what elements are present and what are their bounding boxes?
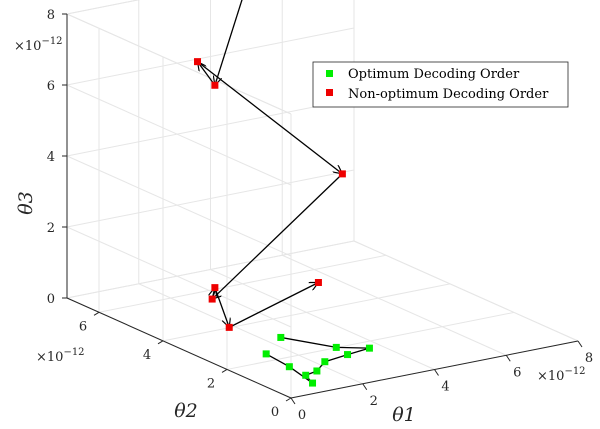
grid-line [98, 254, 387, 313]
series-arrow [198, 62, 216, 86]
series-line [265, 353, 290, 368]
non-optimum-point [338, 170, 346, 178]
optimum-point [321, 358, 329, 366]
optimum-point [302, 371, 310, 379]
grid-line [66, 155, 292, 257]
grid-line [66, 0, 141, 15]
y-tick-label: 0 [271, 405, 279, 420]
z-tick-label: 0 [47, 292, 55, 307]
non-optimum-point [208, 295, 216, 303]
non-optimum-point [314, 278, 322, 286]
series-line [347, 347, 370, 356]
x-axis-label: θ1 [392, 404, 416, 426]
y-tick-label: 2 [207, 376, 215, 391]
grid-line [226, 311, 515, 370]
x-tick-mark [577, 340, 583, 348]
legend-label-non-optimum: Non-optimum Decoding Order [348, 87, 549, 102]
tick-labels: 0 2 4 6 8 0 2 4 6 0 2 4 6 8 [47, 8, 593, 423]
legend-marker-optimum [326, 70, 333, 77]
non-optimum-point [211, 284, 219, 292]
optimum-point [313, 367, 321, 375]
y-tick-mark [93, 311, 100, 316]
grid-line [138, 283, 363, 385]
y-tick-mark [157, 340, 164, 345]
optimum-point [262, 350, 270, 358]
non-optimum-point [225, 323, 233, 331]
legend-box [312, 61, 569, 108]
optimum-point [332, 343, 340, 351]
series-arrow [212, 173, 343, 299]
optimum-point [365, 344, 373, 352]
grid [66, 0, 579, 399]
y-tick-mark [221, 368, 228, 373]
non-optimum-point [194, 58, 202, 66]
series-arrow [197, 61, 343, 174]
legend: Optimum Decoding Order Non-optimum Decod… [312, 61, 569, 108]
series-line [280, 336, 337, 349]
legend-marker-non-optimum [326, 89, 333, 96]
legend-label-optimum: Optimum Decoding Order [348, 67, 520, 82]
grid-line [162, 283, 451, 342]
optimum-point [277, 333, 285, 341]
series-arrow [214, 287, 229, 328]
grid-line [282, 254, 507, 356]
grid-line [66, 27, 355, 86]
x-tick-label: 0 [298, 408, 306, 423]
series-line [288, 366, 313, 384]
optimum-point [309, 379, 317, 387]
non-optimum-point [211, 81, 219, 89]
grid-line [353, 240, 579, 342]
grid-line [66, 240, 355, 299]
x-tick-label: 8 [585, 351, 593, 366]
grid-line [66, 84, 292, 186]
z-tick-label: 6 [47, 79, 55, 94]
grid-line [66, 13, 292, 115]
data-points [194, 58, 373, 387]
grid-line [66, 98, 355, 157]
grid-line [66, 169, 355, 228]
z-axis-multiplier: ×10−12 [14, 36, 63, 54]
y-axis-line [66, 297, 292, 399]
series-arrows [197, 0, 370, 384]
axes [62, 13, 583, 405]
x-tick-label: 4 [441, 380, 449, 395]
x-tick-mark [505, 354, 511, 362]
z-tick-label: 8 [47, 8, 55, 23]
x-tick-mark [290, 397, 296, 405]
x-axis-multiplier: ×10−12 [537, 366, 586, 384]
z-tick-label: 4 [47, 150, 55, 165]
y-axis-label: θ2 [174, 400, 198, 422]
grid-line [210, 269, 435, 370]
z-axis-label: θ3 [15, 191, 37, 215]
optimum-point [344, 351, 352, 359]
y-axis-multiplier: ×10−12 [36, 347, 85, 365]
y-tick-mark [285, 397, 292, 402]
x-tick-label: 2 [370, 394, 378, 409]
y-tick-label: 6 [79, 319, 87, 334]
series-line [336, 346, 370, 349]
series-arrow [215, 0, 243, 85]
grid-line [66, 226, 292, 328]
series-line [324, 353, 348, 363]
series-arrow [228, 282, 318, 328]
optimum-point [285, 363, 293, 371]
x-tick-mark [434, 369, 439, 376]
x-tick-mark [362, 383, 368, 391]
x-tick-label: 6 [513, 365, 521, 380]
y-tick-label: 4 [143, 348, 151, 363]
z-tick-label: 2 [47, 221, 55, 236]
